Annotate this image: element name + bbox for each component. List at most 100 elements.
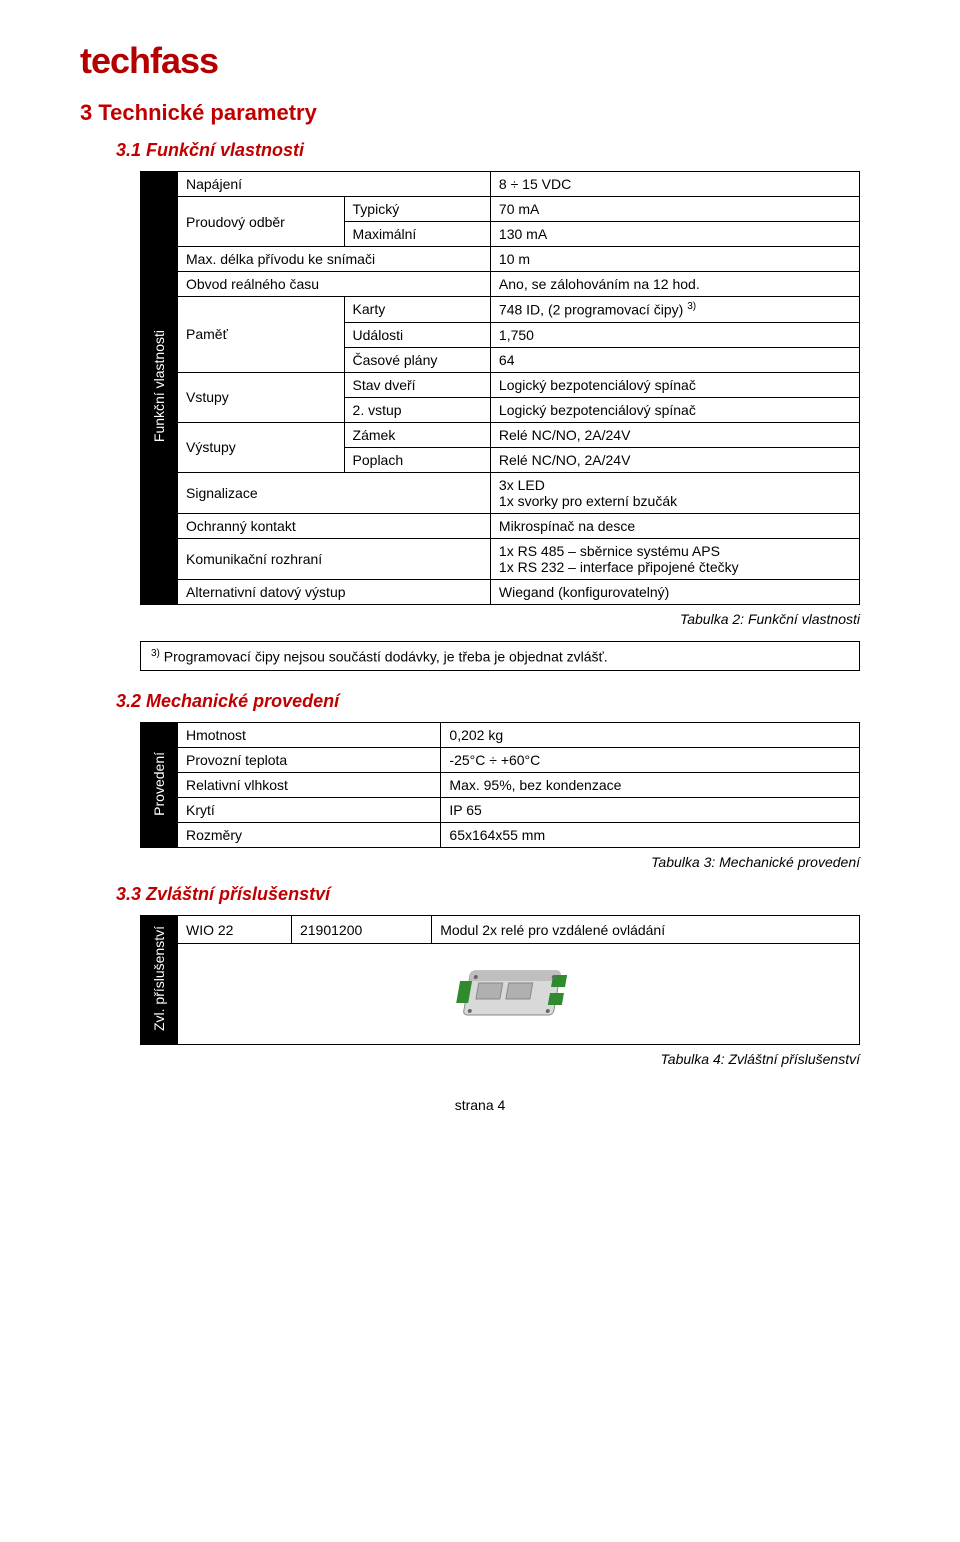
row-teplota: Provozní teplota -25°C ÷ +60°C [141, 748, 860, 773]
cell-pamet-udalosti-label: Události [344, 322, 490, 347]
cell-vstupy-2-label: 2. vstup [344, 397, 490, 422]
cell-komm-line2: 1x RS 232 – interface připojené čtečky [499, 559, 851, 575]
cell-wio22-desc: Modul 2x relé pro vzdálené ovládání [432, 916, 860, 944]
cell-teplota-value: -25°C ÷ +60°C [441, 748, 860, 773]
cell-komm-line1: 1x RS 485 – sběrnice systému APS [499, 543, 851, 559]
cell-signal-line1: 3x LED [499, 477, 851, 493]
cell-pamet-karty-sup: 3) [687, 301, 696, 312]
row-rtc: Obvod reálného času Ano, se zálohováním … [141, 272, 860, 297]
row-alt: Alternativní datový výstup Wiegand (konf… [141, 579, 860, 604]
section-3-title: 3 Technické parametry [80, 100, 880, 126]
cell-proud-max-label: Maximální [344, 222, 490, 247]
row-signalizace: Signalizace 3x LED 1x svorky pro externí… [141, 472, 860, 513]
row-kryti: Krytí IP 65 [141, 798, 860, 823]
table-3-3-wrap: Zvl. příslušenství WIO 22 21901200 Modul… [140, 915, 860, 1045]
cell-vstupy-2-value: Logický bezpotenciálový spínač [490, 397, 859, 422]
table-accessories: Zvl. příslušenství WIO 22 21901200 Modul… [140, 915, 860, 1045]
row-vystupy-zamek: Výstupy Zámek Relé NC/NO, 2A/24V [141, 422, 860, 447]
row-pamet-karty: Paměť Karty 748 ID, (2 programovací čipy… [141, 297, 860, 323]
module-icon [454, 953, 584, 1033]
row-vlhkost: Relativní vlhkost Max. 95%, bez kondenza… [141, 773, 860, 798]
page-footer: strana 4 [80, 1097, 880, 1113]
cell-kryti-value: IP 65 [441, 798, 860, 823]
cell-vystupy-label: Výstupy [178, 422, 345, 472]
cell-alt-label: Alternativní datový výstup [178, 579, 491, 604]
cell-vystupy-poplach-label: Poplach [344, 447, 490, 472]
cell-rozmery-label: Rozměry [178, 823, 441, 848]
cell-pamet-udalosti-value: 1,750 [490, 322, 859, 347]
cell-signal-value: 3x LED 1x svorky pro externí bzučák [490, 472, 859, 513]
footnote-3: 3) Programovací čipy nejsou součástí dod… [140, 641, 860, 672]
cell-pamet-casplany-value: 64 [490, 347, 859, 372]
cell-pamet-casplany-label: Časové plány [344, 347, 490, 372]
cell-wio22-image [178, 943, 860, 1044]
cell-napajeni-label: Napájení [178, 172, 491, 197]
cell-proud-typ-value: 70 mA [490, 197, 859, 222]
row-delka: Max. délka přívodu ke snímači 10 m [141, 247, 860, 272]
cell-vlhkost-label: Relativní vlhkost [178, 773, 441, 798]
table-3-caption: Tabulka 3: Mechanické provedení [80, 854, 860, 870]
cell-wio22-name: WIO 22 [178, 916, 292, 944]
cell-vstupy-label: Vstupy [178, 372, 345, 422]
cell-vlhkost-value: Max. 95%, bez kondenzace [441, 773, 860, 798]
table-3-1-wrap: Funkční vlastnosti Napájení 8 ÷ 15 VDC P… [140, 171, 860, 605]
cell-vystupy-zamek-value: Relé NC/NO, 2A/24V [490, 422, 859, 447]
cell-napajeni-value: 8 ÷ 15 VDC [490, 172, 859, 197]
cell-vystupy-zamek-label: Zámek [344, 422, 490, 447]
vlabel-prislusenstvi-text: Zvl. příslušenství [149, 920, 169, 1037]
cell-pamet-karty-value-text: 748 ID, (2 programovací čipy) [499, 302, 687, 318]
row-napajeni: Funkční vlastnosti Napájení 8 ÷ 15 VDC [141, 172, 860, 197]
vlabel-prislusenstvi: Zvl. příslušenství [141, 916, 178, 1045]
cell-delka-value: 10 m [490, 247, 859, 272]
row-wio22-image [141, 943, 860, 1044]
logo-text: techfass [80, 40, 218, 82]
cell-pamet-label: Paměť [178, 297, 345, 373]
row-vstupy-stav: Vstupy Stav dveří Logický bezpotenciálov… [141, 372, 860, 397]
subsection-3-2-title: 3.2 Mechanické provedení [116, 691, 880, 712]
page: techfass 3 Technické parametry 3.1 Funkč… [0, 0, 960, 1153]
row-proud-typ: Proudový odběr Typický 70 mA [141, 197, 860, 222]
cell-hmotnost-label: Hmotnost [178, 723, 441, 748]
subsection-3-1-title: 3.1 Funkční vlastnosti [116, 140, 880, 161]
cell-vystupy-poplach-value: Relé NC/NO, 2A/24V [490, 447, 859, 472]
cell-pamet-karty-value: 748 ID, (2 programovací čipy) 3) [490, 297, 859, 323]
cell-rtc-value: Ano, se zálohováním na 12 hod. [490, 272, 859, 297]
row-ochranny: Ochranný kontakt Mikrospínač na desce [141, 513, 860, 538]
row-wio22: Zvl. příslušenství WIO 22 21901200 Modul… [141, 916, 860, 944]
cell-ochranny-value: Mikrospínač na desce [490, 513, 859, 538]
cell-delka-label: Max. délka přívodu ke snímači [178, 247, 491, 272]
cell-wio22-code: 21901200 [291, 916, 431, 944]
row-hmotnost: Provedení Hmotnost 0,202 kg [141, 723, 860, 748]
cell-komm-label: Komunikační rozhraní [178, 538, 491, 579]
cell-alt-value: Wiegand (konfigurovatelný) [490, 579, 859, 604]
row-komm: Komunikační rozhraní 1x RS 485 – sběrnic… [141, 538, 860, 579]
footnote-3-sup: 3) [151, 648, 160, 659]
cell-teplota-label: Provozní teplota [178, 748, 441, 773]
cell-vstupy-stav-value: Logický bezpotenciálový spínač [490, 372, 859, 397]
brand-logo: techfass [80, 40, 880, 82]
cell-rozmery-value: 65x164x55 mm [441, 823, 860, 848]
cell-kryti-label: Krytí [178, 798, 441, 823]
table-functional-properties: Funkční vlastnosti Napájení 8 ÷ 15 VDC P… [140, 171, 860, 605]
cell-vstupy-stav-label: Stav dveří [344, 372, 490, 397]
cell-ochranny-label: Ochranný kontakt [178, 513, 491, 538]
cell-signal-label: Signalizace [178, 472, 491, 513]
cell-signal-line2: 1x svorky pro externí bzučák [499, 493, 851, 509]
cell-hmotnost-value: 0,202 kg [441, 723, 860, 748]
cell-pamet-karty-label: Karty [344, 297, 490, 323]
subsection-3-3-title: 3.3 Zvláštní příslušenství [116, 884, 880, 905]
table-2-caption: Tabulka 2: Funkční vlastnosti [80, 611, 860, 627]
table-mechanical: Provedení Hmotnost 0,202 kg Provozní tep… [140, 722, 860, 848]
table-3-2-wrap: Provedení Hmotnost 0,202 kg Provozní tep… [140, 722, 860, 848]
footnote-3-text: Programovací čipy nejsou součástí dodávk… [160, 648, 608, 664]
vlabel-provedeni-text: Provedení [149, 746, 169, 822]
vlabel-funkcni: Funkční vlastnosti [141, 172, 178, 605]
table-4-caption: Tabulka 4: Zvláštní příslušenství [80, 1051, 860, 1067]
row-rozmery: Rozměry 65x164x55 mm [141, 823, 860, 848]
cell-komm-value: 1x RS 485 – sběrnice systému APS 1x RS 2… [490, 538, 859, 579]
cell-proud-max-value: 130 mA [490, 222, 859, 247]
vlabel-funkcni-text: Funkční vlastnosti [149, 324, 169, 448]
cell-proud-label: Proudový odběr [178, 197, 345, 247]
cell-proud-typ-label: Typický [344, 197, 490, 222]
cell-rtc-label: Obvod reálného času [178, 272, 491, 297]
